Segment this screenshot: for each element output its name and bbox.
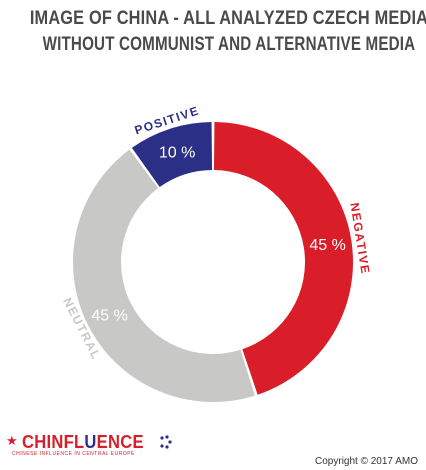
copyright-text: Copyright © 2017 AMO bbox=[315, 456, 418, 467]
chart-title: IMAGE OF CHINA - ALL ANALYZED CZECH MEDI… bbox=[0, 6, 426, 58]
logo-subtitle: CHINESE INFLUENCE IN CENTRAL EUROPE bbox=[12, 451, 135, 457]
slice-negative bbox=[213, 122, 354, 395]
logo-dots-icon bbox=[160, 435, 172, 449]
slice-value-negative: 45 % bbox=[309, 237, 345, 254]
slice-positive bbox=[131, 122, 213, 188]
logo-star-icon: ★ bbox=[6, 433, 18, 448]
chart-title-line-2: WITHOUT COMMUNIST AND ALTERNATIVE MEDIA bbox=[42, 34, 416, 55]
chart-title-line-1: IMAGE OF CHINA - ALL ANALYZED CZECH MEDI… bbox=[29, 8, 426, 29]
slice-value-positive: 10 % bbox=[159, 145, 195, 162]
logo-wordmark: CHINFLUENCE bbox=[22, 432, 144, 452]
slice-neutral bbox=[72, 149, 255, 403]
chinfluence-logo: ★ CHINFLUENCE CHINESE INFLUENCE IN CENTR… bbox=[6, 432, 173, 457]
slice-value-neutral: 45 % bbox=[91, 308, 127, 325]
